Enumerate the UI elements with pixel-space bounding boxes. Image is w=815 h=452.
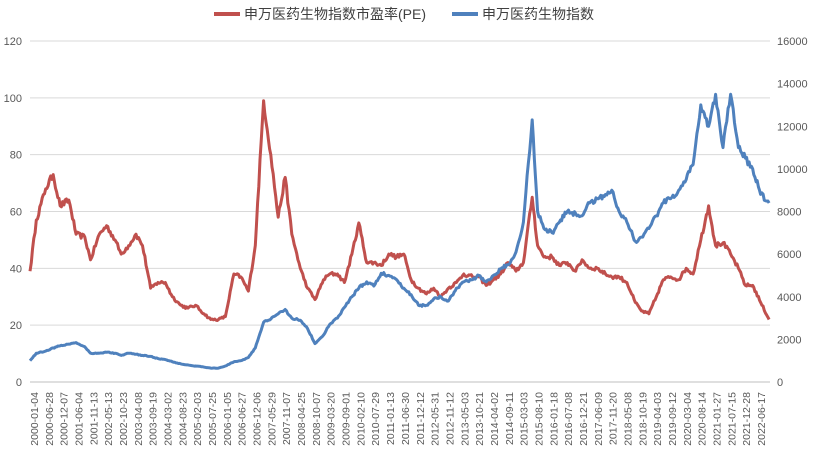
- x-axis: 2000-01-04 2000-06-28 2000-12-07 2001-06-04…: [29, 392, 768, 446]
- x-tick-label: 2010-02-10: [355, 392, 367, 446]
- legend-label-index: 申万医药生物指数: [482, 6, 594, 22]
- x-tick-label: 2012-05-31: [430, 392, 442, 446]
- x-tick-label: 2008-04-25: [296, 392, 308, 446]
- x-tick-label: 2013-10-21: [474, 392, 486, 446]
- x-tick-label: 2003-04-08: [133, 392, 145, 446]
- legend: 申万医药生物指数市盈率(PE) 申万医药生物指数: [214, 6, 594, 22]
- x-tick-label: 2018-05-08: [622, 392, 634, 446]
- x-tick-label: 2003-09-19: [148, 392, 160, 446]
- x-tick-label: 2000-01-04: [29, 392, 41, 446]
- x-tick-label: 2006-01-05: [222, 392, 234, 446]
- x-tick-label: 2002-10-23: [118, 392, 130, 446]
- y-left-tick-label: 0: [16, 377, 22, 389]
- y-left-tick-label: 120: [4, 36, 22, 48]
- y-right-tick-label: 10000: [777, 164, 808, 176]
- x-tick-label: 2006-12-06: [252, 392, 264, 446]
- series-line-index: [28, 92, 771, 370]
- y-left-tick-label: 20: [10, 320, 22, 332]
- x-tick-label: 2009-09-01: [341, 392, 353, 446]
- y-right-tick-label: 4000: [777, 292, 801, 304]
- y-right-tick-label: 6000: [777, 249, 801, 261]
- x-tick-label: 2000-12-07: [59, 392, 71, 446]
- y-right-tick-label: 12000: [777, 121, 808, 133]
- x-tick-label: 2021-07-15: [726, 392, 738, 446]
- x-tick-label: 2011-06-30: [400, 392, 412, 445]
- x-tick-label: 2001-06-04: [74, 392, 86, 446]
- x-tick-label: 2019-04-03: [652, 392, 664, 446]
- x-tick-label: 2002-05-13: [103, 392, 115, 446]
- x-tick-label: 2022-06-17: [756, 392, 768, 446]
- x-tick-label: 2004-03-02: [163, 392, 175, 446]
- x-tick-label: 2014-09-11: [504, 392, 516, 445]
- x-tick-label: 2014-04-02: [489, 392, 501, 446]
- x-tick-label: 2006-06-27: [237, 392, 249, 446]
- x-tick-label: 2016-01-18: [548, 392, 560, 446]
- x-tick-label: 2017-11-20: [608, 392, 620, 445]
- x-tick-label: 2008-10-07: [311, 392, 323, 446]
- x-tick-label: 2019-09-12: [667, 392, 679, 446]
- y-right-tick-label: 8000: [777, 207, 801, 219]
- y-left-tick-label: 40: [10, 263, 22, 275]
- y-right-tick-label: 14000: [777, 79, 808, 91]
- x-tick-label: 2015-03-03: [519, 392, 531, 446]
- x-tick-label: 2005-07-25: [207, 392, 219, 446]
- x-tick-label: 2011-12-12: [415, 392, 427, 445]
- x-tick-label: 2018-10-19: [637, 392, 649, 446]
- x-tick-label: 2007-11-07: [281, 392, 293, 445]
- x-tick-label: 2001-11-13: [88, 392, 100, 445]
- x-tick-label: 2015-08-10: [533, 392, 545, 446]
- x-tick-label: 2010-07-29: [370, 392, 382, 446]
- series-line-pe: [28, 99, 771, 322]
- gridlines: [30, 40, 770, 383]
- y-right-tick-label: 2000: [777, 334, 801, 346]
- y-axis-left: 0 20 40 60 80 100 120: [4, 36, 22, 389]
- x-tick-label: 2004-08-23: [177, 392, 189, 446]
- y-left-tick-label: 80: [10, 150, 22, 162]
- x-tick-label: 2011-01-13: [385, 392, 397, 445]
- x-tick-label: 2016-12-21: [578, 392, 590, 446]
- y-left-tick-label: 100: [4, 93, 22, 105]
- y-axis-right: 0 2000 4000 6000 8000 10000 12000 14000 16000: [777, 36, 808, 389]
- x-tick-label: 2020-08-14: [697, 392, 709, 446]
- x-tick-label: 2005-02-03: [192, 392, 204, 446]
- x-tick-label: 2016-07-08: [563, 392, 575, 446]
- x-tick-label: 2007-05-29: [266, 392, 278, 446]
- y-right-tick-label: 16000: [777, 36, 808, 48]
- x-tick-label: 2009-03-20: [326, 392, 338, 446]
- legend-label-pe: 申万医药生物指数市盈率(PE): [244, 6, 426, 22]
- x-tick-label: 2021-01-27: [711, 392, 723, 446]
- x-tick-label: 2017-06-09: [593, 392, 605, 446]
- x-tick-label: 2000-06-28: [44, 392, 56, 446]
- y-left-tick-label: 60: [10, 207, 22, 219]
- series-lines: [28, 92, 771, 370]
- x-tick-label: 2021-12-28: [741, 392, 753, 446]
- x-tick-label: 2020-03-04: [682, 392, 694, 446]
- x-tick-label: 2012-11-12: [444, 392, 456, 445]
- x-tick-label: 2013-05-03: [459, 392, 471, 446]
- y-right-tick-label: 0: [777, 377, 783, 389]
